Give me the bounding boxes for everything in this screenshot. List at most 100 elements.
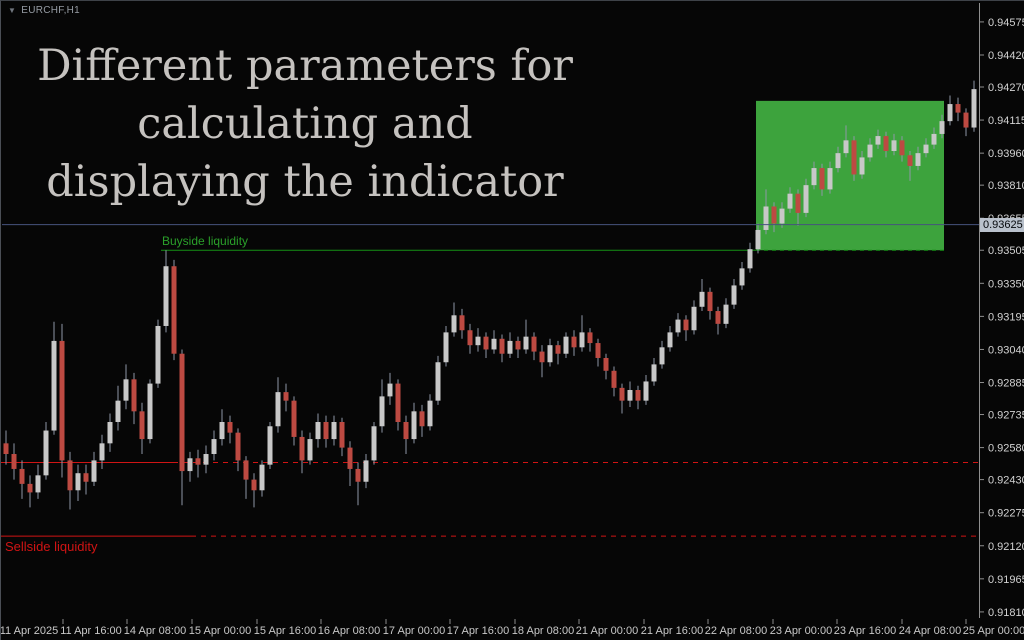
candle-body-up (275, 392, 281, 427)
candle-body-down (11, 454, 17, 469)
time-scale[interactable]: 11 Apr 2025 11 Apr 16:00 14 Apr 08:00 15 Ap… (1, 619, 1024, 637)
candle-body-down (347, 447, 353, 469)
candle-body-down (459, 315, 465, 331)
candle-body-down (251, 479, 257, 491)
candle-body-up (75, 473, 81, 491)
candle-body-up (739, 268, 745, 286)
candle-body-down (603, 357, 609, 371)
symbol-label-text: EURCHF,H1 (21, 5, 81, 16)
candle-body-down (467, 330, 473, 346)
candle-body-down (227, 421, 233, 433)
candle-body-down (299, 436, 305, 461)
candle-body-up (755, 229, 761, 250)
candle-body-up (659, 347, 665, 365)
candle-body-up (923, 144, 929, 154)
candle-body-up (35, 475, 41, 493)
candle-body-up (651, 364, 657, 382)
candle-body-down (611, 370, 617, 388)
candle-body-down (283, 392, 289, 401)
current-price-label: 0.93625 (980, 217, 1024, 232)
candle-body-down (323, 421, 329, 440)
chart-title-overlay: Different parameters for calculating and… (29, 37, 581, 211)
price-tick-label: 0.92430 (988, 475, 1024, 487)
liquidity-rectangle[interactable] (756, 100, 944, 251)
candle-body-up (427, 400, 433, 427)
candle-body-down (587, 332, 593, 344)
title-line-1: Different parameters for (37, 41, 573, 91)
time-tick-label: 11 Apr 16:00 (60, 625, 122, 637)
price-tick-label: 0.92120 (988, 541, 1024, 553)
candle-body-up (363, 460, 369, 482)
time-tick-label: 25 Apr 00:00 (963, 625, 1024, 637)
time-tick-label: 16 Apr 08:00 (318, 625, 380, 637)
price-tick-label: 0.94420 (988, 50, 1024, 62)
candle-body-up (939, 121, 945, 134)
time-tick-label: 23 Apr 16:00 (834, 625, 896, 637)
candle-body-up (51, 340, 57, 431)
time-tick-label: 23 Apr 00:00 (770, 625, 832, 637)
candle-body-up (667, 332, 673, 348)
candle-body-down (195, 458, 201, 465)
candle-body-up (315, 421, 321, 440)
candle-body-down (619, 387, 625, 401)
candle-body-up (259, 464, 265, 491)
candle-body-up (219, 421, 225, 440)
candle-body-up (107, 421, 113, 444)
candle-body-up (867, 144, 873, 158)
candle-body-up (699, 291, 705, 307)
candle-body-up (387, 383, 393, 397)
price-tick-label: 0.93960 (988, 148, 1024, 160)
candle-body-down (19, 468, 25, 484)
title-line-2: calculating and (137, 99, 473, 149)
sellside-liquidity-label[interactable]: Sellside liquidity (5, 539, 98, 555)
candle-body-up (435, 362, 441, 401)
candle-body-up (187, 458, 193, 472)
price-tick-label: 0.93810 (988, 180, 1024, 192)
candle-body-down (499, 338, 505, 354)
time-tick-label: 15 Apr 16:00 (254, 625, 316, 637)
price-tick-label: 0.93195 (988, 311, 1024, 323)
price-tick-label: 0.92275 (988, 508, 1024, 520)
time-tick-label: 21 Apr 00:00 (576, 625, 638, 637)
candle-body-down (171, 266, 177, 354)
candle-body-down (819, 168, 825, 190)
candle-body-up (691, 306, 697, 331)
candle-body-up (803, 185, 809, 213)
candle-body-up (331, 421, 337, 440)
candle-body-up (379, 396, 385, 427)
candle-body-up (723, 304, 729, 324)
candle-body-down (907, 155, 913, 166)
candle-body-up (763, 206, 769, 230)
candle-body-up (547, 345, 553, 363)
candlestick-series[interactable] (3, 80, 977, 510)
price-tick-label: 0.92885 (988, 378, 1024, 390)
candle-body-up (411, 411, 417, 440)
candle-body-down (795, 193, 801, 213)
candle-body-down (395, 383, 401, 422)
candle-body-down (3, 443, 9, 455)
price-tick-label: 0.91965 (988, 574, 1024, 586)
price-scale[interactable]: 0.94575 0.94420 0.94270 0.94115 0.93960 0.938… (979, 17, 1024, 619)
candle-body-down (707, 291, 713, 312)
candle-body-up (675, 319, 681, 333)
candle-body-down (531, 336, 537, 352)
price-tick-label: 0.91810 (988, 607, 1024, 619)
price-tick-label: 0.92580 (988, 443, 1024, 455)
candle-body-up (843, 140, 849, 154)
candle-body-up (507, 340, 513, 354)
candle-body-down (883, 136, 889, 152)
time-tick-label: 21 Apr 16:00 (641, 625, 703, 637)
time-tick-label: 17 Apr 00:00 (383, 625, 445, 637)
price-tick-label: 0.94575 (988, 17, 1024, 29)
candle-body-up (731, 285, 737, 305)
time-tick-label: 22 Apr 08:00 (705, 625, 767, 637)
candle-body-up (147, 383, 153, 440)
candle-body-down (179, 353, 185, 472)
buyside-liquidity-label[interactable]: Buyside liquidity (162, 234, 249, 249)
candle-body-down (355, 468, 361, 482)
candle-body-down (539, 351, 545, 363)
time-tick-label: 17 Apr 16:00 (447, 625, 509, 637)
symbol-label[interactable]: ▼ EURCHF,H1 (8, 5, 80, 16)
candle-body-down (483, 336, 489, 350)
